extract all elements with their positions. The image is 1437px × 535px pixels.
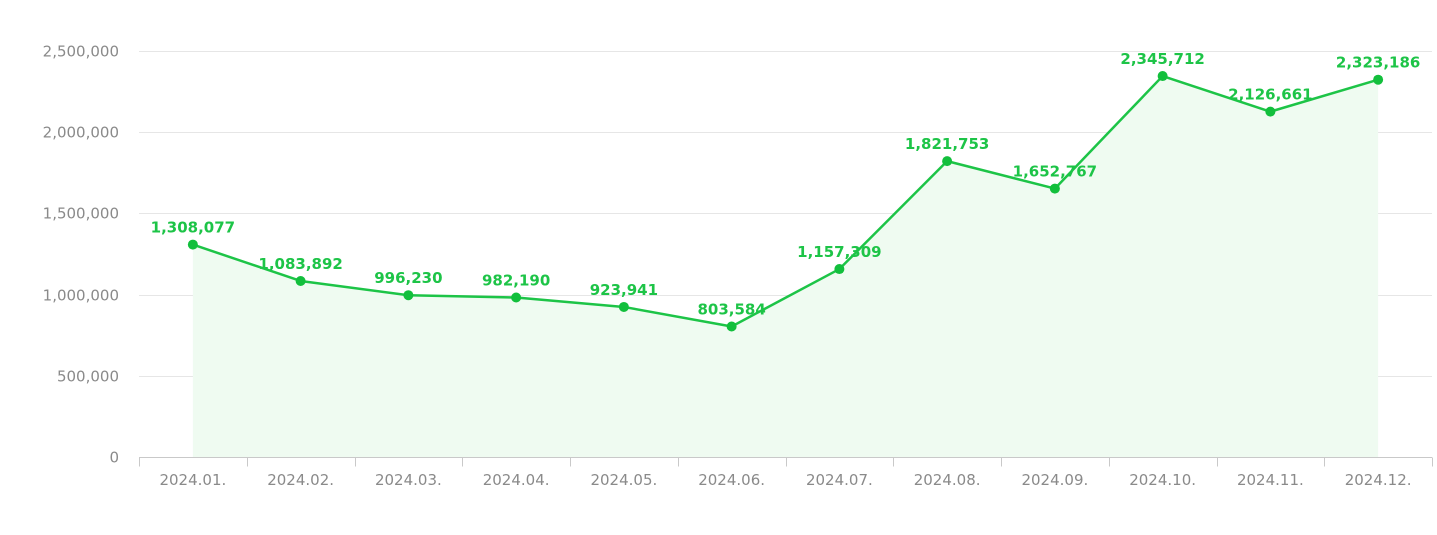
series-line-layer bbox=[192, 74, 1379, 328]
series-line bbox=[192, 74, 1379, 328]
data-point bbox=[511, 292, 522, 303]
y-tick-label: 1,000,000 bbox=[43, 287, 119, 305]
data-point bbox=[834, 264, 845, 275]
data-label: 1,652,767 bbox=[1013, 163, 1097, 181]
y-tick-label: 2,000,000 bbox=[43, 124, 119, 142]
data-label: 1,821,753 bbox=[905, 135, 989, 153]
data-point bbox=[187, 239, 198, 250]
y-tick-label: 1,500,000 bbox=[43, 205, 119, 223]
y-tick-label: 2,500,000 bbox=[43, 43, 119, 61]
x-axis-tick-labels: 2024.01. 2024.02. 2024.03. 2024.04. 2024.05.… bbox=[159, 471, 1411, 489]
x-tick-label: 2024.06. bbox=[698, 471, 765, 489]
x-tick-label: 2024.05. bbox=[590, 471, 657, 489]
data-point bbox=[618, 301, 629, 312]
data-label: 996,230 bbox=[374, 269, 442, 287]
data-label: 1,308,077 bbox=[151, 219, 235, 237]
data-label: 803,584 bbox=[697, 300, 765, 318]
x-axis bbox=[139, 457, 1433, 467]
data-labels: 1,308,077 1,083,892 996,230 982,190 923,941 8… bbox=[151, 50, 1421, 318]
data-points bbox=[187, 71, 1384, 332]
x-tick-label: 2024.07. bbox=[806, 471, 873, 489]
data-point bbox=[1049, 183, 1060, 194]
y-tick-label: 500,000 bbox=[57, 368, 119, 386]
data-point bbox=[1373, 74, 1384, 85]
y-tick-label: 0 bbox=[109, 449, 119, 467]
data-label: 2,345,712 bbox=[1120, 50, 1204, 68]
x-tick-label: 2024.01. bbox=[159, 471, 226, 489]
data-point bbox=[403, 290, 414, 301]
x-tick-label: 2024.12. bbox=[1345, 471, 1412, 489]
data-label: 1,157,309 bbox=[797, 243, 881, 261]
data-point bbox=[295, 275, 306, 286]
data-label: 2,323,186 bbox=[1336, 54, 1420, 72]
x-tick-label: 2024.11. bbox=[1237, 471, 1304, 489]
y-axis-tick-labels: 0 500,000 1,000,000 1,500,000 2,000,000 2,500… bbox=[43, 43, 119, 467]
x-tick-label: 2024.03. bbox=[375, 471, 442, 489]
data-point bbox=[1157, 71, 1168, 82]
x-tick-label: 2024.08. bbox=[914, 471, 981, 489]
data-label: 923,941 bbox=[590, 281, 658, 299]
data-label: 2,126,661 bbox=[1228, 86, 1312, 104]
data-label: 1,083,892 bbox=[258, 255, 342, 273]
x-tick-label: 2024.09. bbox=[1021, 471, 1088, 489]
data-point bbox=[1265, 106, 1276, 117]
data-label: 982,190 bbox=[482, 271, 550, 289]
data-point bbox=[726, 321, 737, 332]
x-tick-label: 2024.10. bbox=[1129, 471, 1196, 489]
series-area-fill bbox=[192, 76, 1379, 458]
x-tick-label: 2024.04. bbox=[483, 471, 550, 489]
x-tick-label: 2024.02. bbox=[267, 471, 334, 489]
data-point bbox=[942, 156, 953, 167]
area-fill-layer bbox=[192, 76, 1379, 458]
